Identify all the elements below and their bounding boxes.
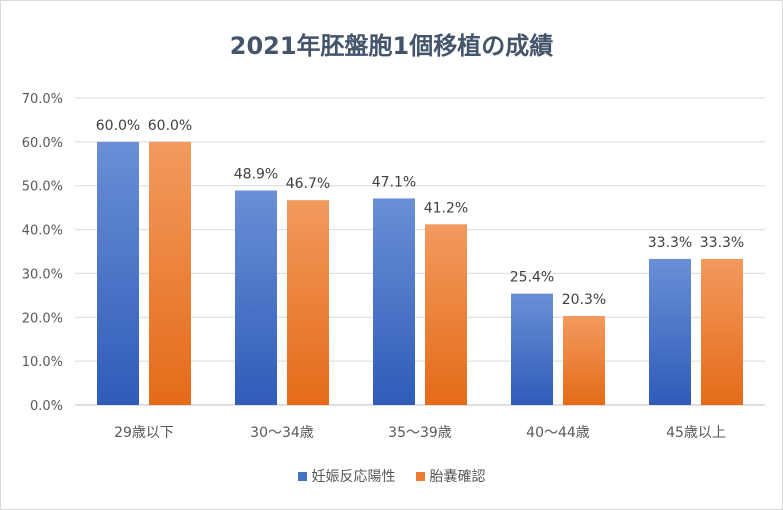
legend: 妊娠反応陽性 胎嚢確認 bbox=[0, 466, 783, 486]
data-label: 33.3% bbox=[648, 235, 692, 251]
y-tick-label: 70.0% bbox=[22, 92, 63, 107]
data-label: 33.3% bbox=[700, 235, 744, 251]
chart-title: 2021年胚盤胞1個移植の成績 bbox=[229, 32, 554, 60]
y-tick-label: 10.0% bbox=[22, 355, 63, 370]
bar-series-1 bbox=[511, 293, 553, 405]
legend-item-series-2: 胎嚢確認 bbox=[415, 466, 486, 486]
data-label: 48.9% bbox=[234, 167, 278, 183]
bar-series-1 bbox=[97, 141, 139, 405]
bar-series-2 bbox=[287, 200, 329, 405]
y-tick-label: 0.0% bbox=[30, 399, 63, 414]
bar-series-2 bbox=[701, 258, 743, 405]
data-label: 20.3% bbox=[562, 292, 606, 308]
legend-item-series-1: 妊娠反応陽性 bbox=[297, 466, 396, 486]
data-label: 60.0% bbox=[148, 118, 192, 134]
x-category-label: 35〜39歳 bbox=[388, 425, 452, 441]
x-category-label: 29歳以下 bbox=[114, 425, 174, 441]
bar-series-1 bbox=[649, 258, 691, 405]
bar-series-1 bbox=[373, 198, 415, 405]
y-tick-label: 30.0% bbox=[22, 267, 63, 282]
data-label: 46.7% bbox=[286, 176, 330, 192]
bar-series-2 bbox=[425, 224, 467, 405]
y-tick-label: 50.0% bbox=[22, 180, 63, 195]
data-label: 25.4% bbox=[510, 270, 554, 286]
y-tick-label: 20.0% bbox=[22, 311, 63, 326]
x-category-label: 45歳以上 bbox=[666, 425, 726, 441]
y-tick-label: 60.0% bbox=[22, 136, 63, 151]
legend-label-series-2: 胎嚢確認 bbox=[429, 469, 486, 485]
data-label: 47.1% bbox=[372, 174, 416, 190]
x-category-label: 40〜44歳 bbox=[526, 425, 590, 441]
data-label: 60.0% bbox=[96, 118, 140, 134]
bar-series-1 bbox=[235, 190, 277, 405]
legend-label-series-1: 妊娠反応陽性 bbox=[311, 469, 396, 485]
bar-series-2 bbox=[563, 315, 605, 405]
legend-swatch-series-1 bbox=[297, 471, 307, 481]
legend-swatch-series-2 bbox=[415, 471, 425, 481]
bar-series-2 bbox=[149, 141, 191, 405]
y-tick-label: 40.0% bbox=[22, 224, 63, 239]
data-label: 41.2% bbox=[424, 200, 468, 216]
x-category-label: 30〜34歳 bbox=[250, 425, 314, 441]
